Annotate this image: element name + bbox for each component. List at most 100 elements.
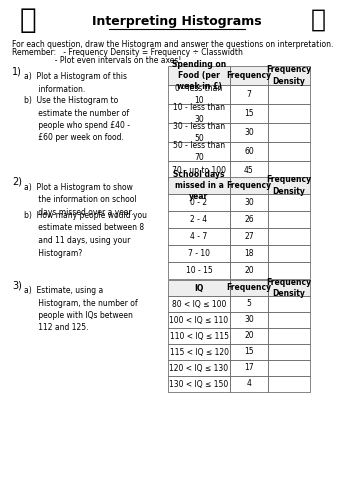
Bar [230, 228, 268, 245]
Text: 115 < IQ ≤ 120: 115 < IQ ≤ 120 [170, 348, 228, 356]
Bar [268, 66, 310, 85]
Bar [230, 177, 268, 194]
Bar [168, 66, 230, 85]
Text: 120 < IQ ≤ 130: 120 < IQ ≤ 130 [170, 364, 229, 372]
Text: a)  Plot a Histogram to show
      the information on school
      days missed o: a) Plot a Histogram to show the informat… [24, 183, 137, 217]
Bar [268, 177, 310, 194]
Text: 110 < IQ ≤ 115: 110 < IQ ≤ 115 [170, 332, 228, 340]
Bar [268, 104, 310, 123]
Text: IQ: IQ [194, 284, 204, 292]
Bar [268, 280, 310, 296]
Bar [230, 360, 268, 376]
Bar [168, 142, 230, 161]
Bar [268, 85, 310, 104]
Text: 100 < IQ ≤ 110: 100 < IQ ≤ 110 [170, 316, 229, 324]
Bar [230, 85, 268, 104]
Bar [230, 376, 268, 392]
Text: 80 < IQ ≤ 100: 80 < IQ ≤ 100 [172, 300, 226, 308]
Bar [230, 161, 268, 180]
Text: Interpreting Histograms: Interpreting Histograms [92, 16, 262, 28]
Text: Frequency
Density: Frequency Density [267, 66, 312, 86]
Bar [168, 280, 230, 296]
Text: b)  How many people would you
      estimate missed between 8
      and 11 days,: b) How many people would you estimate mi… [24, 211, 147, 258]
Bar [230, 211, 268, 228]
Bar [168, 262, 230, 279]
Text: Frequency
Density: Frequency Density [267, 176, 312, 196]
Text: 10 - less than
30: 10 - less than 30 [173, 104, 225, 124]
Text: 0 - less than
10: 0 - less than 10 [175, 84, 223, 104]
Text: 30 - less than
50: 30 - less than 50 [173, 122, 225, 142]
Text: Spending on
Food (per
week in £): Spending on Food (per week in £) [172, 60, 226, 91]
Bar [230, 296, 268, 312]
Text: 20: 20 [244, 332, 254, 340]
Bar [230, 66, 268, 85]
Bar [268, 296, 310, 312]
Text: 30: 30 [244, 128, 254, 137]
Text: b)  Use the Histogram to
      estimate the number of
      people who spend £40: b) Use the Histogram to estimate the num… [24, 96, 130, 142]
Bar [268, 245, 310, 262]
Text: Remember:   - Frequency Density = Frequency ÷ Classwidth: Remember: - Frequency Density = Frequenc… [12, 48, 243, 57]
Bar [268, 360, 310, 376]
Text: a)  Plot a Histogram of this
      information.: a) Plot a Histogram of this information. [24, 72, 127, 94]
Text: 130 < IQ ≤ 150: 130 < IQ ≤ 150 [169, 380, 229, 388]
Bar [230, 344, 268, 360]
Text: 18: 18 [244, 249, 254, 258]
Text: 26: 26 [244, 215, 254, 224]
Bar [268, 142, 310, 161]
Bar [168, 104, 230, 123]
Bar [268, 123, 310, 142]
Bar [268, 376, 310, 392]
Text: 2): 2) [12, 177, 22, 187]
Text: 7 - 10: 7 - 10 [188, 249, 210, 258]
Bar [168, 177, 230, 194]
Bar [230, 312, 268, 328]
Bar [230, 194, 268, 211]
Text: 30: 30 [244, 198, 254, 207]
Text: a)  Estimate, using a
      Histogram, the number of
      people with IQs betwe: a) Estimate, using a Histogram, the numb… [24, 286, 138, 333]
Text: 5: 5 [247, 300, 251, 308]
Bar [268, 262, 310, 279]
Text: 15: 15 [244, 348, 254, 356]
Text: Frequency: Frequency [227, 71, 272, 80]
Text: 🚗: 🚗 [310, 8, 325, 32]
Text: 30: 30 [244, 316, 254, 324]
Bar [268, 194, 310, 211]
Text: 3): 3) [12, 280, 22, 290]
Bar [168, 296, 230, 312]
Bar [168, 344, 230, 360]
Text: 20: 20 [244, 266, 254, 275]
Bar [230, 280, 268, 296]
Text: - Plot even intervals on the axes!: - Plot even intervals on the axes! [12, 56, 181, 65]
Bar [168, 360, 230, 376]
Bar [168, 228, 230, 245]
Bar [230, 123, 268, 142]
Bar [230, 245, 268, 262]
Text: Frequency: Frequency [227, 181, 272, 190]
Text: 2 - 4: 2 - 4 [190, 215, 207, 224]
Text: 1): 1) [12, 66, 22, 76]
Text: 4: 4 [247, 380, 251, 388]
Bar [230, 104, 268, 123]
Text: 50 - less than
70: 50 - less than 70 [173, 142, 225, 162]
Bar [168, 376, 230, 392]
Bar [268, 328, 310, 344]
Text: 10 - 15: 10 - 15 [185, 266, 212, 275]
Bar [168, 161, 230, 180]
Text: 60: 60 [244, 147, 254, 156]
Text: 27: 27 [244, 232, 254, 241]
Text: 👑: 👑 [20, 6, 36, 34]
Bar [168, 211, 230, 228]
Text: 7: 7 [247, 90, 251, 99]
Bar [230, 328, 268, 344]
Bar [268, 344, 310, 360]
Text: 17: 17 [244, 364, 254, 372]
Bar [268, 211, 310, 228]
Text: For each question, draw the Histogram and answer the questions on interpretation: For each question, draw the Histogram an… [12, 40, 333, 49]
Text: Frequency: Frequency [227, 284, 272, 292]
Bar [230, 262, 268, 279]
Bar [230, 142, 268, 161]
Bar [168, 85, 230, 104]
Bar [268, 312, 310, 328]
Bar [168, 312, 230, 328]
Text: School days
missed in a
year: School days missed in a year [173, 170, 225, 201]
